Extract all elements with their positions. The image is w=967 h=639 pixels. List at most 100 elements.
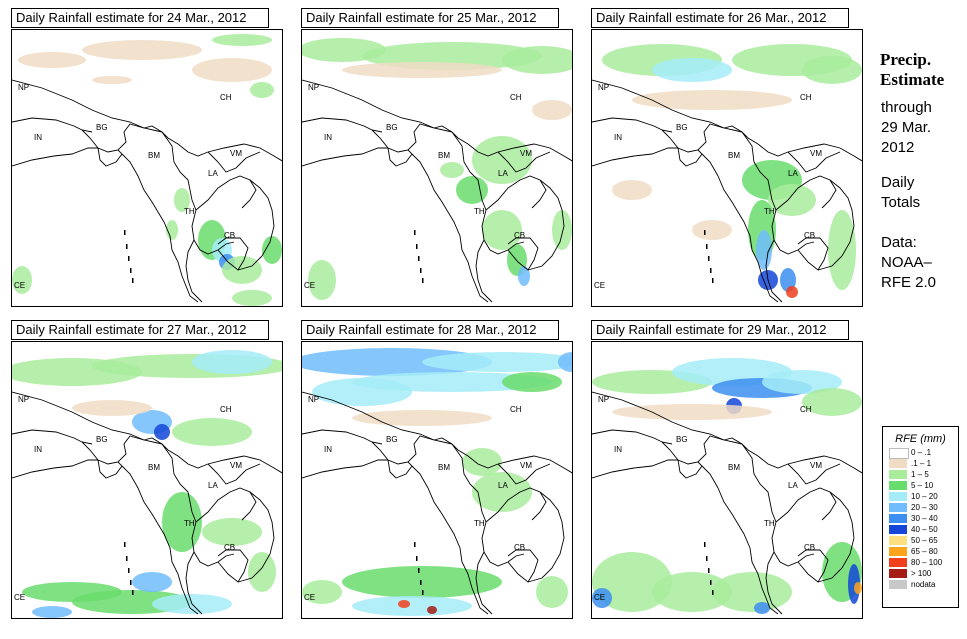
border-line — [185, 239, 203, 303]
legend-label: 1 – 5 — [911, 470, 929, 479]
country-label-bm: BM — [728, 463, 740, 472]
legend-swatch — [889, 470, 907, 479]
legend-swatch — [889, 580, 907, 589]
rain-area — [692, 220, 732, 240]
country-label-np: NP — [18, 83, 29, 92]
border-line — [411, 465, 473, 589]
rain-area — [398, 600, 410, 608]
island — [130, 580, 132, 585]
border-line — [121, 465, 183, 589]
country-label-ch: CH — [510, 93, 522, 102]
border-line — [592, 459, 678, 479]
rain-area — [762, 370, 842, 394]
border-line — [475, 551, 493, 615]
border-line — [817, 491, 855, 583]
border-line — [677, 459, 703, 479]
country-label-la: LA — [208, 481, 218, 490]
country-label-bg: BG — [386, 123, 398, 132]
border-line — [592, 429, 673, 445]
rain-area — [848, 564, 860, 604]
rain-area — [302, 348, 492, 376]
country-label-cb: CB — [224, 231, 235, 240]
legend-label: 65 – 80 — [911, 547, 938, 556]
map-svg: NP CH IN BG BM VM LA TH CB CE — [592, 44, 862, 303]
rain-area — [192, 58, 272, 82]
border-line — [191, 521, 235, 567]
rain-area — [232, 290, 272, 306]
island — [126, 556, 128, 561]
country-label-la: LA — [498, 481, 508, 490]
border-line — [121, 153, 183, 277]
border-line — [771, 521, 815, 567]
rain-area — [768, 184, 816, 216]
sidebar-title-line1: Precip. — [880, 50, 932, 69]
rain-area — [552, 210, 572, 250]
rain-area — [592, 588, 612, 608]
island — [416, 244, 418, 249]
island — [422, 590, 424, 595]
rain-area — [248, 552, 276, 592]
country-label-in: IN — [34, 445, 42, 454]
data-line1: Data: — [881, 234, 917, 251]
map-svg: NP CH IN BG BM VM LA TH CB CE — [592, 358, 862, 615]
rain-layer — [592, 358, 862, 614]
through-line1: through — [881, 99, 932, 116]
legend-label: > 100 — [911, 569, 932, 578]
rainfall-map: NP CH IN BG BM VM LA TH CB CE — [591, 29, 863, 307]
legend-items: 0 – .1 .1 – 1 1 – 5 5 – 10 10 – 20 20 – 30 30 … — [883, 447, 958, 590]
totals-line1: Daily — [881, 174, 915, 191]
island — [416, 556, 418, 561]
country-label-ce: CE — [14, 281, 25, 290]
legend-title: RFE (mm) — [895, 433, 946, 445]
island — [422, 278, 424, 283]
rain-area — [652, 58, 732, 82]
country-label-la: LA — [208, 169, 218, 178]
rain-area — [302, 580, 342, 604]
map-panel-27-mar: Daily Rainfall estimate for 27 Mar., 201… — [11, 320, 285, 620]
rain-area — [786, 286, 798, 298]
border-line — [207, 151, 261, 173]
legend-label: 0 – .1 — [911, 448, 932, 457]
country-label-la: LA — [788, 169, 798, 178]
rain-area — [212, 34, 272, 46]
panel-title: Daily Rainfall estimate for 24 Mar., 201… — [11, 8, 269, 28]
border-line — [771, 209, 815, 255]
border-line — [775, 175, 837, 211]
border-line — [485, 487, 547, 523]
through-line3: 2012 — [881, 139, 915, 156]
border-line — [387, 147, 413, 167]
rain-area — [440, 162, 464, 178]
rain-area — [472, 472, 532, 512]
border-line — [191, 209, 235, 255]
border-line — [12, 79, 163, 133]
panel-title: Daily Rainfall estimate for 29 Mar., 201… — [591, 320, 849, 340]
border-line — [12, 429, 93, 445]
rain-area — [166, 220, 178, 240]
border-line — [797, 549, 829, 583]
border-line — [97, 147, 123, 167]
rain-layer — [12, 34, 282, 306]
rain-area — [422, 352, 572, 372]
through-date: through 29 Mar. 2012 — [881, 98, 965, 158]
country-label-th: TH — [474, 207, 485, 216]
island — [414, 542, 416, 547]
rain-area — [352, 596, 472, 616]
legend-label: 40 – 50 — [911, 525, 938, 534]
border-line — [485, 175, 547, 211]
country-label-cb: CB — [804, 231, 815, 240]
island — [128, 568, 130, 573]
rain-area — [802, 388, 862, 416]
legend-swatch — [889, 514, 907, 523]
country-label-vm: VM — [230, 461, 242, 470]
legend-row: 30 – 40 — [889, 513, 958, 524]
border-line — [195, 175, 257, 211]
rain-area — [342, 62, 502, 78]
island — [708, 256, 710, 261]
rain-area — [132, 572, 172, 592]
border-line — [475, 239, 493, 303]
border-line — [302, 79, 453, 133]
rain-area — [32, 606, 72, 618]
country-label-th: TH — [184, 519, 195, 528]
island — [710, 268, 712, 273]
country-label-np: NP — [18, 395, 29, 404]
